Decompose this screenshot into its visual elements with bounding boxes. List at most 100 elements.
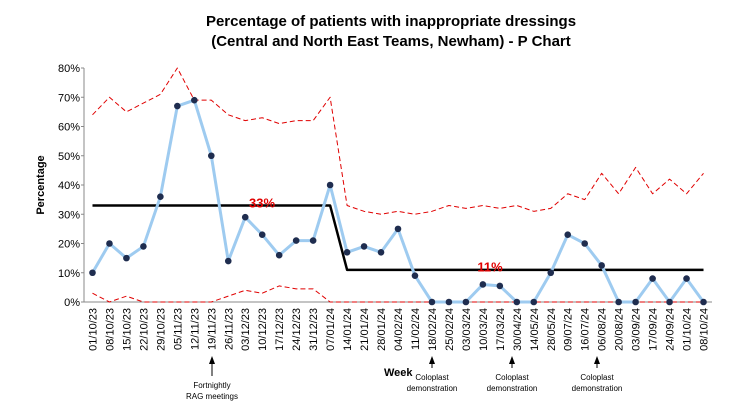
x-tick-label: 14/05/24: [529, 308, 541, 351]
annotation: Coloplast: [415, 373, 449, 382]
y-tick-label: 30%: [58, 209, 80, 221]
data-point: [123, 254, 130, 262]
data-point: [683, 275, 690, 282]
x-tick-label: 17/09/24: [648, 308, 660, 351]
annotation: demonstration: [487, 384, 538, 393]
data-point: [700, 298, 707, 306]
x-tick-label: 03/12/23: [240, 308, 252, 351]
data-point: [377, 248, 385, 256]
x-tick-label: 22/10/23: [138, 308, 150, 351]
x-tick-label: 17/03/24: [495, 308, 507, 351]
x-tick-label: 05/11/23: [172, 308, 184, 350]
x-tick-label: 18/02/24: [427, 308, 439, 351]
data-point: [360, 243, 368, 250]
y-tick-label: 70%: [58, 92, 80, 104]
data-point: [292, 237, 300, 244]
x-tick-label: 26/11/23: [223, 308, 235, 350]
y-tick-label: 20%: [58, 239, 80, 251]
data-point: [445, 298, 453, 306]
annotation-arrowhead: [209, 356, 215, 364]
x-tick-label: 28/05/24: [546, 308, 558, 351]
x-tick-label: 24/09/24: [665, 308, 677, 351]
data-point: [258, 231, 266, 239]
y-tick-label: 10%: [58, 268, 80, 280]
annotation-arrowhead: [429, 356, 435, 364]
series-line: [92, 204, 704, 272]
x-tick-label: 10/03/24: [478, 308, 490, 351]
data-point: [564, 231, 572, 239]
data-point: [598, 262, 605, 269]
data-point: [106, 240, 113, 247]
data-point: [530, 298, 538, 306]
data-point: [140, 243, 147, 250]
x-tick-label: 16/07/24: [580, 308, 592, 351]
x-axis-title: Week: [384, 367, 413, 379]
data-point: [394, 225, 402, 233]
annotation: Fortnightly: [193, 381, 230, 390]
x-tick-label: 30/04/24: [512, 308, 524, 351]
data-point: [191, 96, 198, 104]
x-tick-label: 14/01/24: [342, 308, 354, 351]
centre-label: 11%: [477, 260, 503, 275]
x-tick-label: 08/10/23: [104, 308, 116, 351]
x-tick-label: 20/08/24: [614, 308, 626, 351]
data-point: [207, 152, 215, 160]
annotation: RAG meetings: [186, 392, 238, 401]
x-tick-label: 31/12/23: [308, 308, 320, 351]
annotation: Coloplast: [495, 373, 529, 382]
data-point: [343, 248, 351, 256]
data-point: [581, 240, 589, 247]
x-tick-label: 10/12/23: [257, 308, 269, 351]
annotation-arrowhead: [509, 356, 515, 364]
annotation: demonstration: [407, 384, 458, 393]
data-point: [632, 298, 639, 306]
data-point: [547, 269, 555, 277]
data-point: [157, 193, 164, 200]
x-tick-label: 01/10/24: [682, 308, 694, 351]
data-point: [174, 102, 181, 110]
data-point: [496, 282, 504, 290]
data-point: [513, 298, 521, 306]
x-tick-label: 21/01/24: [359, 308, 371, 351]
data-point: [241, 213, 249, 221]
data-point: [428, 298, 436, 306]
x-tick-label: 24/12/23: [291, 308, 303, 351]
x-tick-label: 08/10/24: [699, 308, 711, 351]
chart-title: Percentage of patients with inappropriat…: [206, 13, 576, 30]
data-point: [309, 237, 317, 244]
chart-title: (Central and North East Teams, Newham) -…: [211, 33, 571, 50]
y-tick-label: 60%: [58, 122, 80, 134]
x-tick-label: 28/01/24: [376, 308, 388, 351]
data-point: [326, 181, 334, 189]
annotation-arrowhead: [594, 356, 600, 364]
series-line: [91, 98, 705, 304]
data-point: [411, 272, 419, 279]
y-tick-label: 0%: [64, 297, 80, 309]
x-tick-label: 03/09/24: [631, 308, 643, 351]
y-tick-label: 40%: [58, 180, 80, 192]
series-line: [92, 285, 704, 303]
x-tick-label: 06/08/24: [597, 308, 609, 351]
y-tick-label: 50%: [58, 151, 80, 163]
data-point: [615, 298, 622, 306]
annotation: Coloplast: [580, 373, 614, 382]
x-tick-label: 29/10/23: [155, 308, 167, 351]
data-point: [666, 298, 673, 306]
x-tick-label: 25/02/24: [444, 308, 456, 351]
y-tick-label: 80%: [58, 63, 80, 75]
x-tick-label: 15/10/23: [121, 308, 133, 351]
data-point: [649, 275, 656, 282]
x-tick-label: 04/02/24: [393, 308, 405, 351]
data-point: [89, 269, 96, 277]
data-point: [275, 251, 283, 259]
x-tick-label: 09/07/24: [563, 308, 575, 351]
annotation: demonstration: [572, 384, 623, 393]
x-tick-label: 01/10/23: [87, 308, 99, 351]
x-tick-label: 07/01/24: [325, 308, 337, 351]
y-axis-title: Percentage: [35, 155, 47, 214]
x-tick-label: 17/12/23: [274, 308, 286, 351]
x-tick-label: 03/03/24: [461, 308, 473, 351]
series-line: [92, 67, 704, 215]
data-point: [462, 298, 470, 306]
